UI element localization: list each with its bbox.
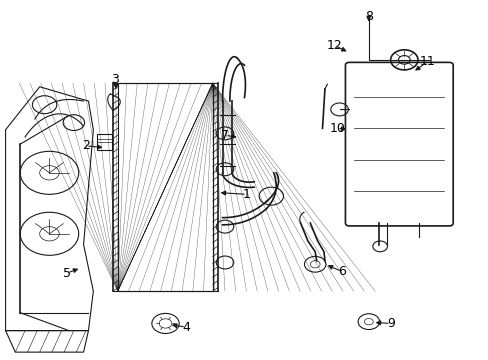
Text: 6: 6 [337,265,345,278]
Bar [97,134,112,150]
Text: 7: 7 [221,129,228,142]
Text: 12: 12 [326,39,342,52]
Text: 5: 5 [62,267,70,280]
Text: 2: 2 [82,139,90,152]
Text: 11: 11 [419,55,434,68]
Text: 8: 8 [364,10,372,23]
Text: 10: 10 [328,122,345,135]
Text: 9: 9 [386,317,394,330]
Text: 1: 1 [243,188,250,201]
Text: 3: 3 [111,73,119,86]
Text: 4: 4 [182,320,189,333]
Bar [118,83,212,291]
